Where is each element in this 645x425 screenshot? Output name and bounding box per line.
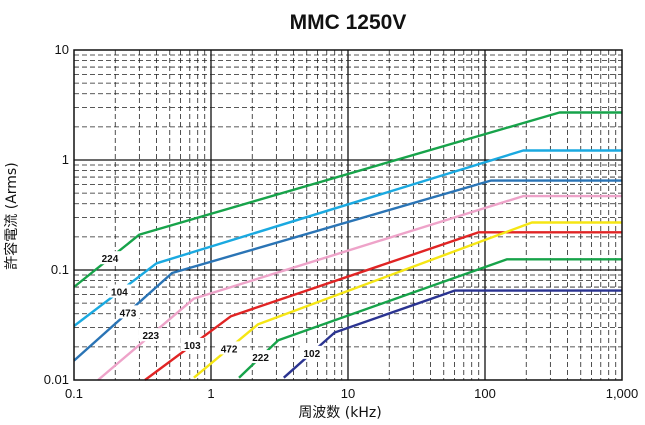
series-label-backdrop xyxy=(180,337,205,351)
series-label-backdrop xyxy=(97,251,122,265)
series-label-backdrop xyxy=(299,345,324,359)
series-label-222: 222 xyxy=(252,353,269,364)
x-tick-label: 100 xyxy=(474,386,496,401)
series-label-103: 103 xyxy=(184,341,201,352)
y-tick-label: 1 xyxy=(62,152,69,167)
series-label-backdrop xyxy=(138,328,163,342)
y-tick-label: 10 xyxy=(55,42,69,57)
y-tick-label: 0.1 xyxy=(51,262,69,277)
y-tick-label: 0.01 xyxy=(44,372,69,387)
series-label-473: 473 xyxy=(120,308,137,319)
grid-layer xyxy=(74,50,622,380)
series-label-backdrop xyxy=(115,305,140,319)
series-label-backdrop xyxy=(248,350,273,364)
x-tick-label: 1 xyxy=(207,386,214,401)
series-label-223: 223 xyxy=(142,331,159,342)
series-label-backdrop xyxy=(217,341,242,355)
y-axis-label: 許容電流 (Arms) xyxy=(3,162,20,269)
x-tick-label: 0.1 xyxy=(65,386,83,401)
series-label-104: 104 xyxy=(111,288,128,299)
x-tick-label: 10 xyxy=(341,386,355,401)
series-label-224: 224 xyxy=(102,254,119,265)
plot-frame xyxy=(73,49,623,381)
x-axis-label: 周波数 (kHz) xyxy=(298,405,381,421)
x-tick-label: 1,000 xyxy=(606,386,639,401)
series-label-472: 472 xyxy=(221,344,238,355)
curve-label-layer: 224 104 473 223 103 472 222 102 xyxy=(97,251,324,364)
series-label-102: 102 xyxy=(303,349,320,360)
series-label-backdrop xyxy=(107,284,132,298)
chart-title: MMC 1250V xyxy=(290,11,407,34)
